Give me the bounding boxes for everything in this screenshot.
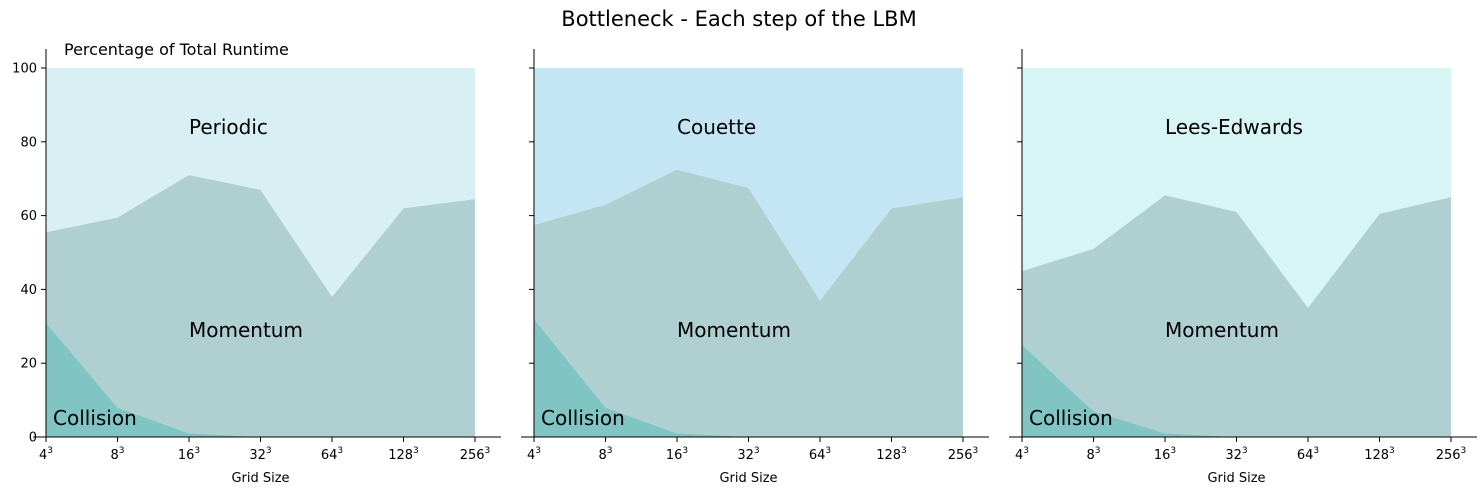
- area-collision: [534, 318, 963, 437]
- y-tick-label: 0: [29, 431, 37, 446]
- x-tick-label: 323: [249, 446, 271, 463]
- chart-title: Bottleneck - Each step of the LBM: [561, 7, 916, 31]
- area-collision: [1022, 344, 1451, 437]
- x-tick-label: 43: [527, 446, 541, 463]
- area-momentum: [46, 175, 475, 437]
- x-axis-title: Grid Size: [1207, 471, 1265, 486]
- area-lees-edwards: [1022, 68, 1451, 308]
- x-tick-label: 2563: [460, 446, 491, 463]
- y-tick-label: 20: [20, 357, 37, 372]
- series-label-momentum: Momentum: [677, 318, 791, 342]
- y-tick-label: 100: [12, 62, 37, 77]
- series-label-momentum: Momentum: [189, 318, 303, 342]
- x-tick-label: 163: [1154, 446, 1176, 463]
- x-axis-title: Grid Size: [719, 471, 777, 486]
- x-tick-label: 2563: [948, 446, 979, 463]
- area-collision: [46, 322, 475, 437]
- series-label-momentum: Momentum: [1165, 318, 1279, 342]
- x-tick-label: 83: [110, 446, 124, 463]
- x-tick-label: 323: [737, 446, 759, 463]
- panels: Collision Momentum Periodic 0 20 40 60 80 100 43 8…: [12, 49, 1477, 486]
- x-tick-label: 43: [39, 446, 53, 463]
- panel-3: Collision Momentum Lees-Edwards 43 83 163 323 6…: [1009, 49, 1477, 486]
- series-label-collision: Collision: [541, 406, 625, 430]
- series-label-periodic: Periodic: [189, 115, 268, 139]
- x-tick-label: 163: [178, 446, 200, 463]
- x-tick-label: 1283: [876, 446, 907, 463]
- x-tick-label: 643: [321, 446, 343, 463]
- area-couette: [534, 68, 963, 301]
- panel-2: Collision Momentum Couette 43 83 163 323 643 128…: [521, 49, 989, 486]
- series-label-couette: Couette: [677, 115, 756, 139]
- area-momentum: [1022, 195, 1451, 437]
- area-momentum: [534, 169, 963, 438]
- series-label-lees-edwards: Lees-Edwards: [1165, 115, 1303, 139]
- x-tick-label: 1283: [388, 446, 419, 463]
- x-tick-label: 163: [666, 446, 688, 463]
- y-axis-title: Percentage of Total Runtime: [64, 40, 289, 59]
- y-tick-label: 80: [20, 135, 37, 150]
- y-tick-label: 60: [20, 209, 37, 224]
- x-tick-label: 2563: [1436, 446, 1467, 463]
- x-axis-title: Grid Size: [231, 471, 289, 486]
- x-tick-label: 83: [1086, 446, 1100, 463]
- x-tick-label: 323: [1225, 446, 1247, 463]
- x-tick-label: 43: [1015, 446, 1029, 463]
- area-periodic: [46, 68, 475, 297]
- x-tick-label: 1283: [1364, 446, 1395, 463]
- x-tick-label: 643: [809, 446, 831, 463]
- panel-1: Collision Momentum Periodic 0 20 40 60 80 100 43 8…: [12, 49, 501, 486]
- series-label-collision: Collision: [1029, 406, 1113, 430]
- x-tick-label: 83: [598, 446, 612, 463]
- y-tick-label: 40: [20, 283, 37, 298]
- x-tick-label: 643: [1297, 446, 1319, 463]
- series-label-collision: Collision: [53, 406, 137, 430]
